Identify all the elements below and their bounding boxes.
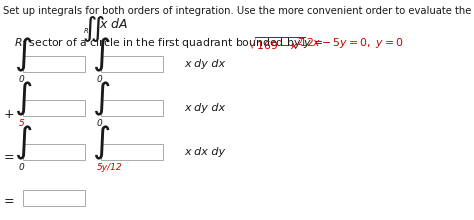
Bar [101,56,163,72]
Bar [101,100,163,116]
Text: $\int\!\!\int$: $\int\!\!\int$ [82,14,105,44]
Bar [23,190,85,206]
Text: =: = [4,152,15,165]
Text: $R$: sector of a circle in the first quadrant bounded by $y$ =: $R$: sector of a circle in the first qua… [14,36,324,50]
Text: $\int$: $\int$ [92,80,110,118]
Bar [23,56,85,72]
Text: $,\ 12x-5y=0,\ y=0$: $,\ 12x-5y=0,\ y=0$ [290,36,403,50]
Text: $_R$: $_R$ [83,26,89,36]
Text: 5: 5 [19,119,25,128]
Bar [23,144,85,160]
Text: $\int$: $\int$ [14,124,32,162]
Bar [101,144,163,160]
Text: =: = [4,196,15,209]
Text: Set up integrals for both orders of integration. Use the more convenient order t: Set up integrals for both orders of inte… [3,6,474,16]
Text: x dy dx: x dy dx [184,59,225,69]
Text: 5y/12: 5y/12 [97,163,123,172]
Text: $x\;dA$: $x\;dA$ [99,17,128,31]
Text: $\sqrt{169-x^2}$: $\sqrt{169-x^2}$ [248,36,306,52]
Text: $\int$: $\int$ [14,36,32,74]
Text: x dx dy: x dx dy [184,147,225,157]
Text: $\int$: $\int$ [14,80,32,118]
Text: 0: 0 [97,119,103,128]
Text: 0: 0 [19,163,25,172]
Text: 0: 0 [97,75,103,84]
Bar [23,100,85,116]
Text: 0: 0 [19,75,25,84]
Text: $\int$: $\int$ [92,36,110,74]
Text: +: + [4,108,15,121]
Text: $\int$: $\int$ [92,124,110,162]
Text: x dy dx: x dy dx [184,103,225,113]
